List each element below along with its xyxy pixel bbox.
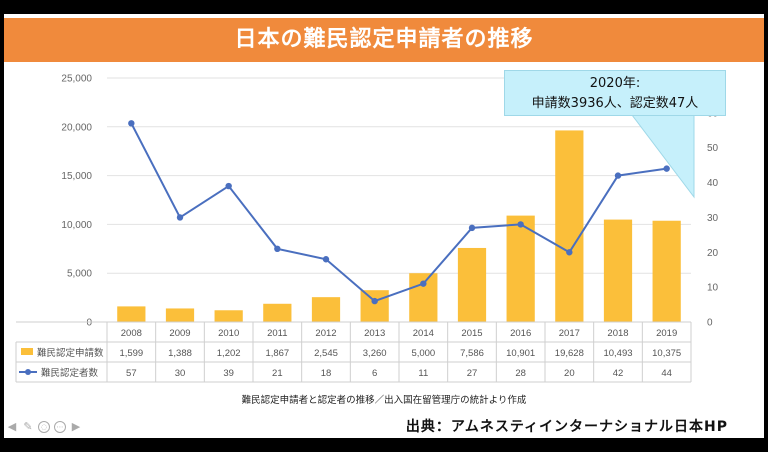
line-point (274, 245, 281, 252)
line-point (371, 297, 378, 305)
bar (652, 220, 681, 322)
chart: 0 5,000 10,000 15,000 20,000 25,000 0 10 20 30 40 5… (15, 74, 719, 383)
arrow-right-icon[interactable]: ▶ (71, 420, 81, 433)
x-tick-label: 2010 (218, 328, 239, 339)
bar (214, 310, 243, 322)
bar (457, 247, 487, 322)
bar-data-label: 19,628 (555, 348, 584, 359)
x-tick-label: 2009 (169, 328, 190, 339)
bar-data-label: 1,599 (119, 348, 143, 359)
bar-data-label: 5,000 (411, 348, 435, 359)
y-right-tick: 20 (707, 248, 719, 259)
bar (603, 219, 633, 322)
x-tick-label: 2012 (315, 328, 336, 339)
bar (360, 290, 389, 322)
line-point (128, 120, 135, 127)
arrow-left-icon[interactable]: ◀ (7, 420, 17, 433)
line-data-label: 57 (126, 368, 137, 379)
bar (506, 215, 535, 322)
y-left-tick: 15,000 (61, 171, 92, 182)
slide: 日本の難民認定申請者の推移 0 5,000 10,000 15,000 20,000 25… (4, 14, 764, 438)
line-point (614, 172, 622, 179)
line-point (225, 182, 232, 190)
callout-line2: 申請数3936人、認定数47人 (531, 96, 699, 111)
y-right-tick: 10 (707, 283, 719, 294)
bar-data-label: 1,202 (217, 348, 241, 359)
line-point (322, 256, 330, 263)
line-point (176, 214, 184, 221)
line-data-label: 39 (223, 368, 234, 379)
callout-2020: 2020年: 申請数3936人、認定数47人 (504, 70, 726, 116)
x-tick-label: 2015 (461, 328, 482, 339)
line-point (566, 249, 573, 256)
line-point (663, 165, 670, 172)
x-tick-label: 2019 (656, 328, 677, 339)
y-left-tick: 10,000 (61, 220, 92, 231)
circle-icon[interactable]: ◌ (38, 421, 50, 433)
y-left-tick: 0 (86, 318, 92, 329)
line-data-label: 6 (372, 368, 377, 379)
bar (117, 306, 146, 322)
bar-data-label: 2,545 (314, 348, 338, 359)
slide-nav: ◀ ✎ ◌ ⋯ ▶ (6, 420, 82, 434)
bar (263, 303, 292, 322)
y-left-tick: 25,000 (61, 74, 92, 85)
source-credit: 出典：アムネスティインターナショナル日本HP (405, 419, 728, 435)
x-tick-label: 2014 (413, 328, 434, 339)
bar-data-label: 1,867 (265, 348, 289, 359)
line-data-label: 20 (564, 368, 575, 379)
legend-marker-line (25, 369, 31, 375)
legend-label-line: 難民認定者数 (41, 367, 99, 379)
bar-data-label: 10,901 (506, 348, 535, 359)
x-tick-label: 2018 (607, 328, 628, 339)
bar (555, 130, 584, 322)
bar-data-label: 1,388 (168, 348, 192, 359)
x-tick-label: 2016 (510, 328, 531, 339)
callout-line1: 2020年: (589, 76, 641, 91)
x-tick-label: 2011 (267, 328, 287, 339)
y-left-tick: 20,000 (61, 122, 92, 133)
chart-caption: 難民認定申請者と認定者の推移／出入国在留管理庁の統計より作成 (241, 395, 527, 406)
series-line (130, 122, 667, 303)
bar-data-label: 10,375 (652, 348, 681, 359)
y-right-tick: 50 (707, 143, 719, 154)
x-tick-label: 2013 (364, 328, 385, 339)
y-right-tick: 0 (707, 318, 713, 329)
pen-icon[interactable]: ✎ (23, 420, 33, 433)
callout-pointer (630, 114, 695, 199)
line-data-label: 11 (418, 368, 428, 379)
legend-key-bar (21, 348, 33, 355)
more-icon[interactable]: ⋯ (54, 421, 66, 433)
line-data-label: 44 (661, 368, 672, 379)
line-point (517, 221, 524, 228)
y-right-tick: 30 (707, 213, 719, 224)
y-left-tick: 5,000 (67, 269, 92, 280)
bar (165, 308, 195, 322)
line-data-label: 21 (272, 368, 283, 379)
bar-data-label: 3,260 (363, 348, 387, 359)
line-data-label: 18 (321, 368, 332, 379)
line-data-label: 28 (515, 368, 526, 379)
line-data-label: 30 (175, 368, 186, 379)
bar (311, 297, 341, 322)
line-data-label: 27 (467, 368, 478, 379)
bar-data-label: 10,493 (603, 348, 632, 359)
line-point (420, 280, 427, 287)
y-right-tick: 40 (707, 178, 719, 189)
page-title: 日本の難民認定申請者の推移 (4, 18, 764, 62)
legend-label-bar: 難民認定申請数 (37, 347, 104, 359)
line-data-label: 42 (613, 368, 624, 379)
bar-data-label: 7,586 (460, 348, 484, 359)
line-point (468, 224, 476, 232)
x-tick-label: 2008 (121, 328, 142, 339)
x-tick-label: 2017 (559, 328, 580, 339)
